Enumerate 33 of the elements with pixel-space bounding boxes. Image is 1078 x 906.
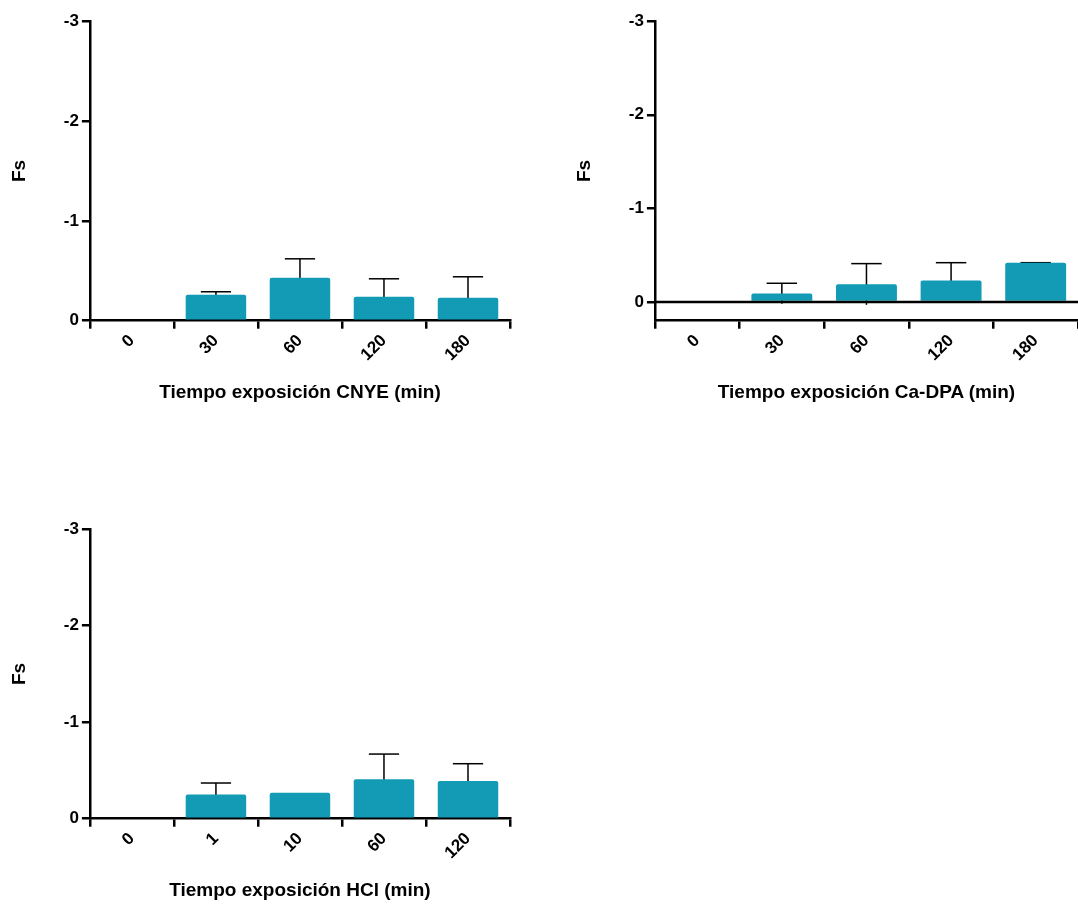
y-tick-label: -2 <box>63 110 79 130</box>
y-tick-label: 0 <box>634 291 644 311</box>
x-tick-label: 120 <box>923 330 958 365</box>
y-tick-label: -3 <box>63 518 79 538</box>
y-tick-label: -2 <box>628 104 644 124</box>
y-axis-title: Fs <box>7 662 29 686</box>
x-tick-label: 120 <box>356 330 391 365</box>
y-axis-title: Fs <box>572 159 594 183</box>
y-tick-label: -1 <box>63 210 79 230</box>
x-axis-title: Tiempo exposición Ca-DPA (min) <box>717 380 1016 402</box>
x-tick-label: 0 <box>683 330 704 351</box>
x-axis-title: Tiempo exposición CNYE (min) <box>159 380 441 402</box>
x-tick-label: 10 <box>279 828 307 856</box>
y-tick-label: -1 <box>628 198 644 218</box>
x-tick-label: 30 <box>195 330 223 358</box>
y-tick-label: 0 <box>69 310 79 330</box>
x-tick-label: 180 <box>440 330 475 365</box>
x-tick-label: 180 <box>1008 330 1042 365</box>
y-tick-label: -1 <box>63 711 79 731</box>
x-tick-label: 60 <box>363 828 391 856</box>
y-tick-label: -3 <box>628 10 644 30</box>
x-tick-label: 0 <box>117 330 139 351</box>
x-tick-label: 1 <box>201 828 223 849</box>
y-axis-title: Fs <box>7 159 29 183</box>
x-tick-label: 0 <box>117 828 139 849</box>
x-tick-label: 60 <box>279 330 307 358</box>
x-tick-label: 60 <box>845 330 873 358</box>
y-tick-label: 0 <box>69 808 79 828</box>
y-tick-label: -2 <box>63 615 79 635</box>
x-tick-label: 120 <box>440 828 475 863</box>
x-axis-title: Tiempo exposición HCl (min) <box>169 878 431 900</box>
y-tick-label: -3 <box>63 10 79 30</box>
x-tick-label: 30 <box>761 330 788 358</box>
